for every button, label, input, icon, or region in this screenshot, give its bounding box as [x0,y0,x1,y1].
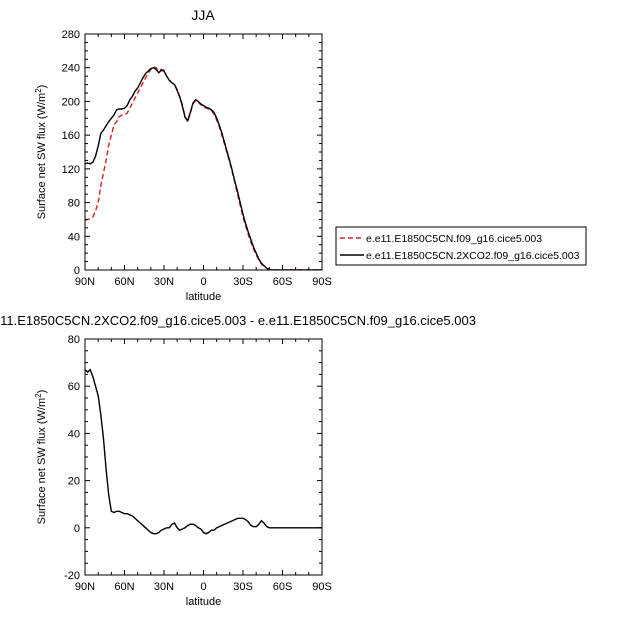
chart-title: e.e11.E1850C5CN.2XCO2.f09_g16.cice5.003 … [0,313,476,328]
series-line-1 [85,368,322,535]
x-tick-label: 90N [75,581,95,593]
series-line-1 [85,66,322,270]
x-tick-label: 60S [273,581,293,593]
x-tick-label: 30S [233,581,253,593]
y-axis-label: Surface net SW flux (W/m2) [34,390,48,525]
y-tick-label: 20 [68,476,80,488]
y-tick-label: 80 [68,198,80,210]
x-tick-label: 0 [200,276,206,288]
x-tick-label: 30N [154,276,174,288]
y-tick-label: 40 [68,231,80,243]
y-tick-label: 240 [62,63,80,75]
x-tick-label: 30N [154,581,174,593]
x-tick-label: 0 [200,581,206,593]
y-tick-label: 60 [68,381,80,393]
legend-label-1: e.e11.E1850C5CN.f09_g16.cice5.003 [366,233,542,245]
y-axis-label-sup: 2 [34,393,43,398]
top-legend: e.e11.E1850C5CN.f09_g16.cice5.003 e.e11.E… [335,226,587,266]
x-tick-label: 60S [273,276,293,288]
x-tick-label: 90S [312,581,332,593]
y-axis-label: Surface net SW flux (W/m2) [34,85,48,220]
x-axis-label: latitude [186,596,221,608]
plot-frame [84,338,323,576]
y-tick-label: 80 [68,334,80,346]
x-tick-label: 90S [312,276,332,288]
top-chart: JJA 0 40 80 120 160 200 240 280 90N 60N 30N 0 30S 60S 9… [34,7,332,303]
x-axis-label: latitude [186,291,221,303]
x-tick-label: 60N [114,276,134,288]
y-tick-label: 200 [62,96,80,108]
x-tick-label: 60N [114,581,134,593]
y-tick-label: 0 [74,265,80,277]
y-tick-label: 40 [68,428,80,440]
y-axis-label-main: Surface net SW flux (W/m [36,398,48,525]
legend-box [335,226,587,266]
y-tick-label: -20 [64,570,80,582]
series-line-2 [85,66,322,270]
x-tick-label: 90N [75,276,95,288]
y-axis-label-sup: 2 [34,88,43,93]
y-axis-label-close: ) [36,85,48,89]
chart-title: JJA [191,7,215,23]
y-tick-label: 0 [74,523,80,535]
y-axis-label-main: Surface net SW flux (W/m [36,93,48,220]
y-tick-label: 120 [62,164,80,176]
y-tick-label: 280 [62,29,80,41]
bottom-chart: e.e11.E1850C5CN.2XCO2.f09_g16.cice5.003 … [0,313,476,608]
plot-frame [84,33,323,271]
y-tick-label: 160 [62,130,80,142]
x-tick-label: 30S [233,276,253,288]
y-axis-label-close: ) [36,390,48,394]
legend-label-2: e.e11.E1850C5CN.2XCO2.f09_g16.cice5.003 [366,250,580,262]
